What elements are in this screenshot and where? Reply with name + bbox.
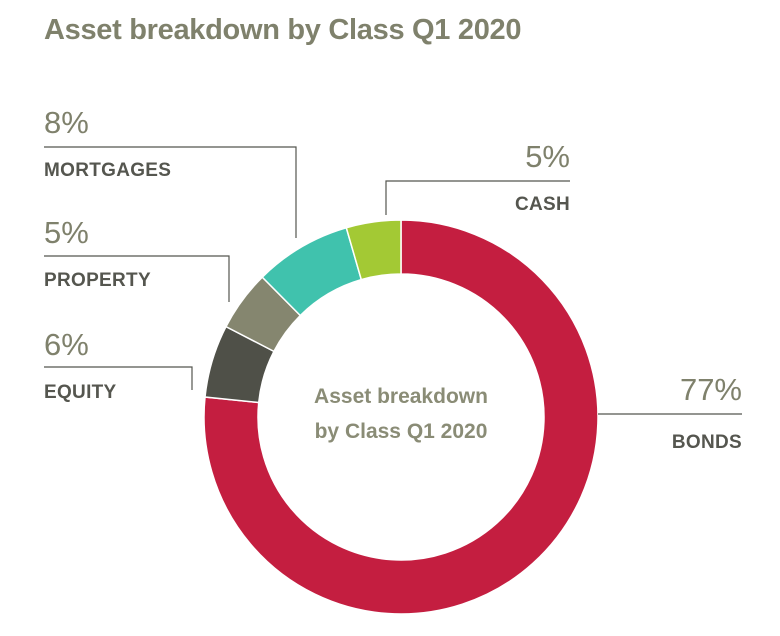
slice-cash [345, 219, 402, 281]
equity-category-label: EQUITY [44, 382, 117, 403]
mortgages-category-label: MORTGAGES [44, 160, 171, 181]
property-category-label: PROPERTY [44, 270, 151, 291]
mortgages-leader-line [44, 146, 297, 238]
cash-leader-line [385, 180, 570, 215]
slice-bonds [203, 219, 599, 615]
mortgages-percent-label: 8% [44, 105, 89, 140]
center-text-line-1: Asset breakdown [314, 385, 488, 408]
bonds-category-label: BONDS [672, 432, 742, 453]
center-text-line-2: by Class Q1 2020 [315, 420, 488, 443]
cash-category-label: CASH [515, 194, 570, 215]
cash-percent-label: 5% [525, 139, 570, 174]
equity-percent-label: 6% [44, 327, 89, 362]
chart-title: Asset breakdown by Class Q1 2020 [44, 14, 522, 46]
donut-slices [203, 219, 599, 615]
property-leader-line [44, 255, 230, 302]
equity-leader-line [44, 366, 193, 390]
bonds-percent-label: 77% [680, 372, 742, 407]
property-percent-label: 5% [44, 215, 89, 250]
